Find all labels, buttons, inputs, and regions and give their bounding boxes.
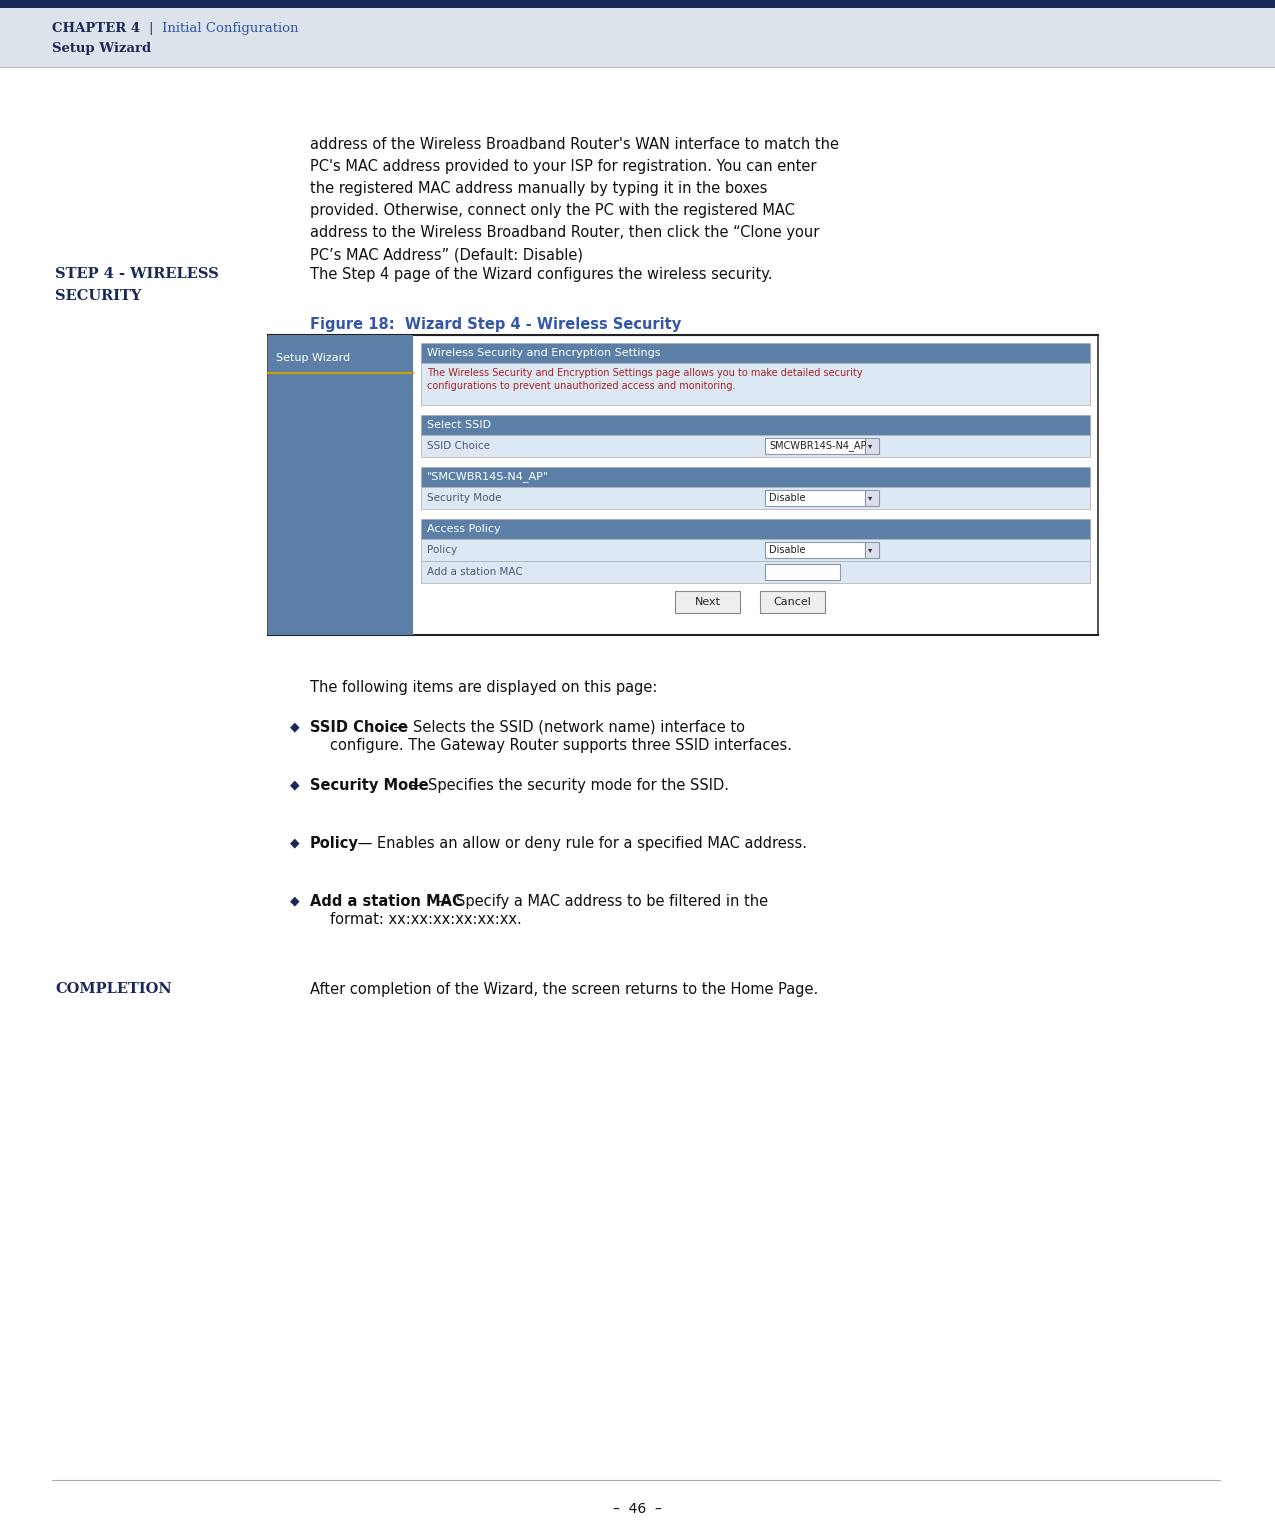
Text: Initial Configuration: Initial Configuration [162,21,298,35]
Text: CHAPTER 4: CHAPTER 4 [52,21,140,35]
Text: –  46  –: – 46 – [612,1501,662,1517]
Text: STEP 4 - WIRELESS: STEP 4 - WIRELESS [55,267,219,280]
Text: — Enables an allow or deny rule for a specified MAC address.: — Enables an allow or deny rule for a sp… [353,836,807,850]
Text: Add a station MAC: Add a station MAC [427,567,523,578]
Text: address to the Wireless Broadband Router, then click the “Clone your: address to the Wireless Broadband Router… [310,225,820,241]
Text: Figure 18:  Wizard Step 4 - Wireless Security: Figure 18: Wizard Step 4 - Wireless Secu… [310,317,681,332]
Text: PC’s MAC Address” (Default: Disable): PC’s MAC Address” (Default: Disable) [310,247,583,262]
Text: Next: Next [695,597,720,607]
Bar [421,561,1090,584]
Text: Cancel: Cancel [774,597,811,607]
Bar [268,336,1098,634]
Text: COMPLETION: COMPLETION [55,982,172,996]
Text: The Step 4 page of the Wizard configures the wireless security.: The Step 4 page of the Wizard configures… [310,267,773,282]
Bar [765,564,840,581]
Text: ◆: ◆ [289,720,300,732]
Text: Policy: Policy [310,836,358,850]
Text: |: | [148,21,153,35]
Bar [765,542,864,558]
Text: address of the Wireless Broadband Router's WAN interface to match the: address of the Wireless Broadband Router… [310,136,839,152]
Text: the registered MAC address manually by typing it in the boxes: the registered MAC address manually by t… [310,181,768,196]
Text: ▾: ▾ [868,545,872,555]
Text: ▾: ▾ [868,493,872,502]
Text: Policy: Policy [427,545,458,555]
Text: — Specifies the security mode for the SSID.: — Specifies the security mode for the SS… [404,778,728,794]
Text: Select SSID: Select SSID [427,420,491,430]
Text: ◆: ◆ [289,778,300,791]
Text: Setup Wizard: Setup Wizard [275,352,351,363]
Text: Disable: Disable [769,545,806,555]
Bar [421,539,1090,561]
Text: Security Mode: Security Mode [310,778,428,794]
Text: The Wireless Security and Encryption Settings page allows you to make detailed s: The Wireless Security and Encryption Set… [427,368,863,378]
Text: SMCWBR14S-N4_AP: SMCWBR14S-N4_AP [769,441,867,452]
Text: SSID Choice: SSID Choice [310,720,408,735]
Text: — Selects the SSID (network name) interface to: — Selects the SSID (network name) interf… [389,720,745,735]
Text: provided. Otherwise, connect only the PC with the registered MAC: provided. Otherwise, connect only the PC… [310,204,794,218]
Text: Setup Wizard: Setup Wizard [52,41,152,55]
Text: SSID Choice: SSID Choice [427,441,490,450]
Text: ◆: ◆ [289,895,300,907]
Text: configurations to prevent unauthorized access and monitoring.: configurations to prevent unauthorized a… [427,381,736,391]
Bar [421,487,1090,509]
Text: format: xx:xx:xx:xx:xx:xx.: format: xx:xx:xx:xx:xx:xx. [330,912,521,927]
Bar [864,542,878,558]
Text: After completion of the Wizard, the screen returns to the Home Page.: After completion of the Wizard, the scre… [310,982,819,997]
Bar [421,415,1090,435]
Bar [864,438,878,453]
Bar [765,490,864,506]
Bar [760,591,825,613]
Bar [674,591,740,613]
Text: configure. The Gateway Router supports three SSID interfaces.: configure. The Gateway Router supports t… [330,738,792,754]
Bar [421,519,1090,539]
Text: The following items are displayed on this page:: The following items are displayed on thi… [310,680,658,696]
Text: Disable: Disable [769,493,806,502]
Bar [421,363,1090,404]
Text: ▾: ▾ [868,441,872,450]
Text: Access Policy: Access Policy [427,524,501,535]
Bar [0,8,1275,67]
Text: — Specify a MAC address to be filtered in the: — Specify a MAC address to be filtered i… [432,895,769,908]
Text: "SMCWBR14S-N4_AP": "SMCWBR14S-N4_AP" [427,472,550,483]
Bar [268,336,413,634]
Bar [421,435,1090,457]
Bar [0,0,1275,8]
Text: Add a station MAC: Add a station MAC [310,895,463,908]
Text: Security Mode: Security Mode [427,493,501,502]
Bar [765,438,864,453]
Text: ◆: ◆ [289,836,300,849]
Bar [864,490,878,506]
Text: Wireless Security and Encryption Settings: Wireless Security and Encryption Setting… [427,348,660,358]
Text: SECURITY: SECURITY [55,290,142,303]
Bar [421,467,1090,487]
Text: PC's MAC address provided to your ISP for registration. You can enter: PC's MAC address provided to your ISP fo… [310,159,816,175]
Bar [421,343,1090,363]
